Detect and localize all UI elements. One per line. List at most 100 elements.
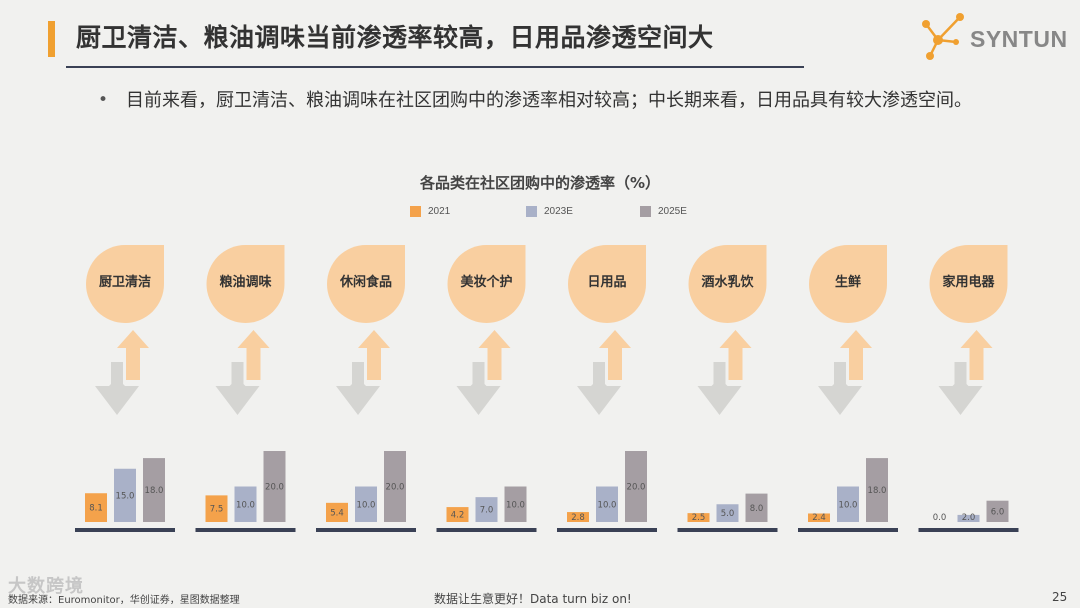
bar-2021-cat-6 xyxy=(808,513,830,522)
bar-2021-cat-0 xyxy=(85,493,107,522)
baseline-cat-0 xyxy=(75,528,175,532)
data-label-2025E-cat-7: 6.0 xyxy=(991,507,1005,517)
data-label-2023E-cat-3: 7.0 xyxy=(480,506,494,516)
down-arrow-icon xyxy=(95,362,139,415)
data-label-2021-cat-7: 0.0 xyxy=(933,513,947,523)
up-arrow-icon xyxy=(840,330,872,380)
bar-2025E-cat-7 xyxy=(986,500,1009,522)
up-arrow-icon xyxy=(960,330,993,380)
title-accent-bar xyxy=(48,21,55,57)
page-title: 厨卫清洁、粮油调味当前渗透率较高，日用品渗透空间大 xyxy=(76,23,714,52)
down-arrow-icon xyxy=(577,362,621,415)
data-label-2021-cat-1: 7.5 xyxy=(210,505,224,515)
legend-label-2025e: 2025E xyxy=(658,206,687,217)
syntun-logo: SYNTUN xyxy=(916,12,1067,62)
bar-2025E-cat-5 xyxy=(745,493,768,522)
category-label-cat-1: 粮油调味 xyxy=(219,274,271,290)
up-arrow-icon xyxy=(237,330,270,380)
bar-2025E-cat-3 xyxy=(504,486,527,522)
down-arrow-icon xyxy=(456,362,501,415)
data-label-2025E-cat-2: 20.0 xyxy=(386,483,405,493)
baseline-cat-3 xyxy=(436,528,537,532)
up-arrow-icon xyxy=(599,330,631,380)
up-arrow-icon xyxy=(358,330,390,380)
bar-2023E-cat-6 xyxy=(837,486,859,522)
data-label-2023E-cat-2: 10.0 xyxy=(357,500,376,510)
bar-2023E-cat-7 xyxy=(957,514,980,522)
title-divider xyxy=(66,66,804,68)
data-label-2023E-cat-5: 5.0 xyxy=(721,509,735,519)
data-label-2021-cat-6: 2.4 xyxy=(812,513,826,523)
bar-2025E-cat-4 xyxy=(625,451,647,522)
down-arrow-icon xyxy=(938,362,983,415)
category-label-cat-3: 美妆个护 xyxy=(460,274,512,290)
baseline-cat-5 xyxy=(677,528,778,532)
down-arrow-icon xyxy=(818,362,862,415)
bar-2021-cat-4 xyxy=(567,512,589,522)
bullet-marker: • xyxy=(98,90,109,110)
category-bubble-cat-0 xyxy=(86,245,164,323)
baseline-cat-2 xyxy=(316,528,416,532)
legend-item-2023e: 2023E xyxy=(526,206,573,217)
data-label-2021-cat-5: 2.5 xyxy=(692,513,706,523)
up-arrow-icon xyxy=(478,330,511,380)
bar-2021-cat-5 xyxy=(687,513,710,522)
footer-source: 数据来源：Euromonitor，华创证券，星图数据整理 xyxy=(8,595,240,606)
bar-2025E-cat-0 xyxy=(143,458,165,522)
data-label-2021-cat-3: 4.2 xyxy=(451,511,465,521)
data-label-2023E-cat-7: 2.0 xyxy=(962,513,976,523)
legend-label-2021: 2021 xyxy=(428,206,451,217)
category-label-cat-7: 家用电器 xyxy=(942,274,995,290)
data-label-2023E-cat-0: 15.0 xyxy=(116,491,135,501)
data-label-2025E-cat-6: 18.0 xyxy=(868,486,887,496)
data-label-2025E-cat-5: 8.0 xyxy=(750,504,764,514)
data-label-2025E-cat-3: 10.0 xyxy=(506,500,525,510)
bar-2021-cat-1 xyxy=(205,495,228,522)
bar-2023E-cat-2 xyxy=(355,486,377,522)
data-label-2025E-cat-0: 18.0 xyxy=(145,486,164,496)
watermark: 大数跨境 xyxy=(8,576,84,597)
bar-2023E-cat-3 xyxy=(475,497,498,522)
category-label-cat-4: 日用品 xyxy=(587,275,626,290)
syntun-logo-icon xyxy=(922,13,964,60)
data-label-2025E-cat-4: 20.0 xyxy=(627,483,646,493)
data-label-2023E-cat-6: 10.0 xyxy=(839,500,858,510)
data-label-2025E-cat-1: 20.0 xyxy=(265,483,284,493)
data-label-2021-cat-2: 5.4 xyxy=(330,508,344,518)
bar-2025E-cat-1 xyxy=(263,451,286,522)
up-arrow-icon xyxy=(117,330,149,380)
baseline-cat-7 xyxy=(918,528,1019,532)
legend-swatch-2023e xyxy=(526,206,537,217)
legend-item-2025e: 2025E xyxy=(640,206,687,217)
category-bubble-cat-3 xyxy=(447,245,526,323)
category-label-cat-6: 生鲜 xyxy=(835,274,861,290)
legend-swatch-2021 xyxy=(410,206,421,217)
category-bubble-cat-7 xyxy=(929,245,1008,323)
category-bubble-cat-4 xyxy=(568,245,646,323)
bar-2025E-cat-2 xyxy=(384,451,406,522)
page-number: 25 xyxy=(1052,590,1068,604)
bar-2021-cat-2 xyxy=(326,502,348,522)
bar-2023E-cat-0 xyxy=(114,468,136,522)
down-arrow-icon xyxy=(697,362,742,415)
up-arrow-icon xyxy=(719,330,752,380)
category-label-cat-0: 厨卫清洁 xyxy=(99,274,151,290)
down-arrow-icon xyxy=(336,362,380,415)
category-bubble-cat-2 xyxy=(327,245,405,323)
bar-2023E-cat-4 xyxy=(596,486,618,522)
category-bubble-cat-1 xyxy=(206,245,285,323)
down-arrow-icon xyxy=(215,362,260,415)
bar-2025E-cat-6 xyxy=(866,458,888,522)
data-label-2023E-cat-1: 10.0 xyxy=(236,500,255,510)
data-label-2023E-cat-4: 10.0 xyxy=(598,500,617,510)
data-label-2021-cat-4: 2.8 xyxy=(571,513,585,523)
data-label-2021-cat-0: 8.1 xyxy=(89,504,103,514)
bullet-text: 目前来看，厨卫清洁、粮油调味在社区团购中的渗透率相对较高；中长期来看，日用品具有… xyxy=(126,90,972,111)
legend-swatch-2025e xyxy=(640,206,651,217)
bar-2023E-cat-1 xyxy=(234,486,257,522)
bar-2021-cat-3 xyxy=(446,507,469,522)
category-bubble-cat-6 xyxy=(809,245,887,323)
category-label-cat-5: 酒水乳饮 xyxy=(701,274,754,290)
legend-label-2023e: 2023E xyxy=(544,206,573,217)
